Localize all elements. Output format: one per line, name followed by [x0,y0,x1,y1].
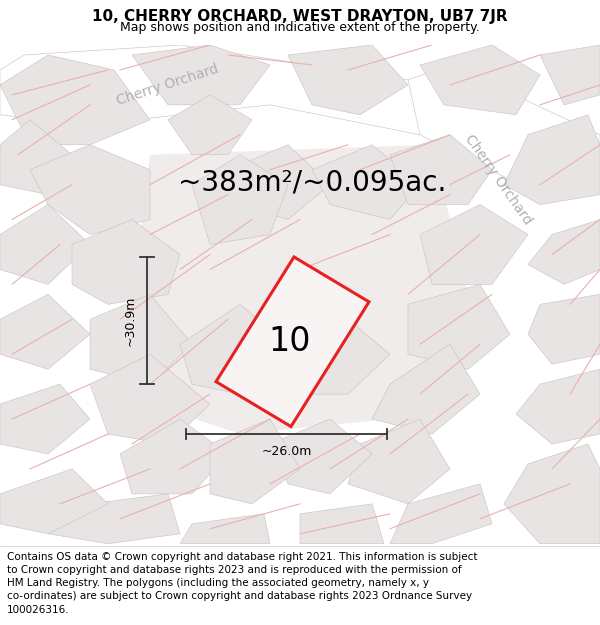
Text: ~30.9m: ~30.9m [123,296,136,346]
Polygon shape [288,319,390,394]
Polygon shape [180,514,270,544]
Text: Cherry Orchard: Cherry Orchard [115,62,221,108]
Text: 10: 10 [268,325,311,358]
Polygon shape [0,294,90,369]
Polygon shape [120,145,468,434]
Polygon shape [72,219,180,304]
Text: Cherry Orchard: Cherry Orchard [461,132,535,228]
Polygon shape [120,419,228,494]
Polygon shape [228,145,330,219]
Polygon shape [132,45,270,105]
Polygon shape [348,419,450,504]
Polygon shape [180,304,288,394]
Polygon shape [192,155,288,244]
Polygon shape [540,45,600,105]
Polygon shape [516,369,600,444]
Polygon shape [0,120,72,194]
Polygon shape [390,135,492,204]
Polygon shape [528,219,600,284]
Polygon shape [300,504,384,544]
Polygon shape [0,55,150,145]
Polygon shape [408,284,510,369]
Polygon shape [504,115,600,204]
Polygon shape [90,354,210,444]
Polygon shape [0,384,90,454]
Text: ~26.0m: ~26.0m [262,445,311,458]
Polygon shape [0,204,90,284]
Polygon shape [270,419,372,494]
Polygon shape [30,145,150,234]
Polygon shape [90,294,192,384]
Text: Map shows position and indicative extent of the property.: Map shows position and indicative extent… [120,21,480,34]
Polygon shape [372,344,480,434]
Polygon shape [312,145,420,219]
Polygon shape [288,45,408,115]
Polygon shape [0,469,108,534]
Polygon shape [528,294,600,364]
Polygon shape [48,494,180,544]
Polygon shape [390,484,492,544]
Text: 10, CHERRY ORCHARD, WEST DRAYTON, UB7 7JR: 10, CHERRY ORCHARD, WEST DRAYTON, UB7 7J… [92,9,508,24]
Polygon shape [168,95,252,155]
Polygon shape [504,444,600,544]
Text: ~383m²/~0.095ac.: ~383m²/~0.095ac. [178,168,446,196]
Polygon shape [408,65,600,194]
Polygon shape [216,257,369,426]
Polygon shape [210,419,300,504]
Polygon shape [420,45,540,115]
Text: Contains OS data © Crown copyright and database right 2021. This information is : Contains OS data © Crown copyright and d… [7,552,478,614]
Polygon shape [0,45,432,135]
Polygon shape [420,204,528,284]
